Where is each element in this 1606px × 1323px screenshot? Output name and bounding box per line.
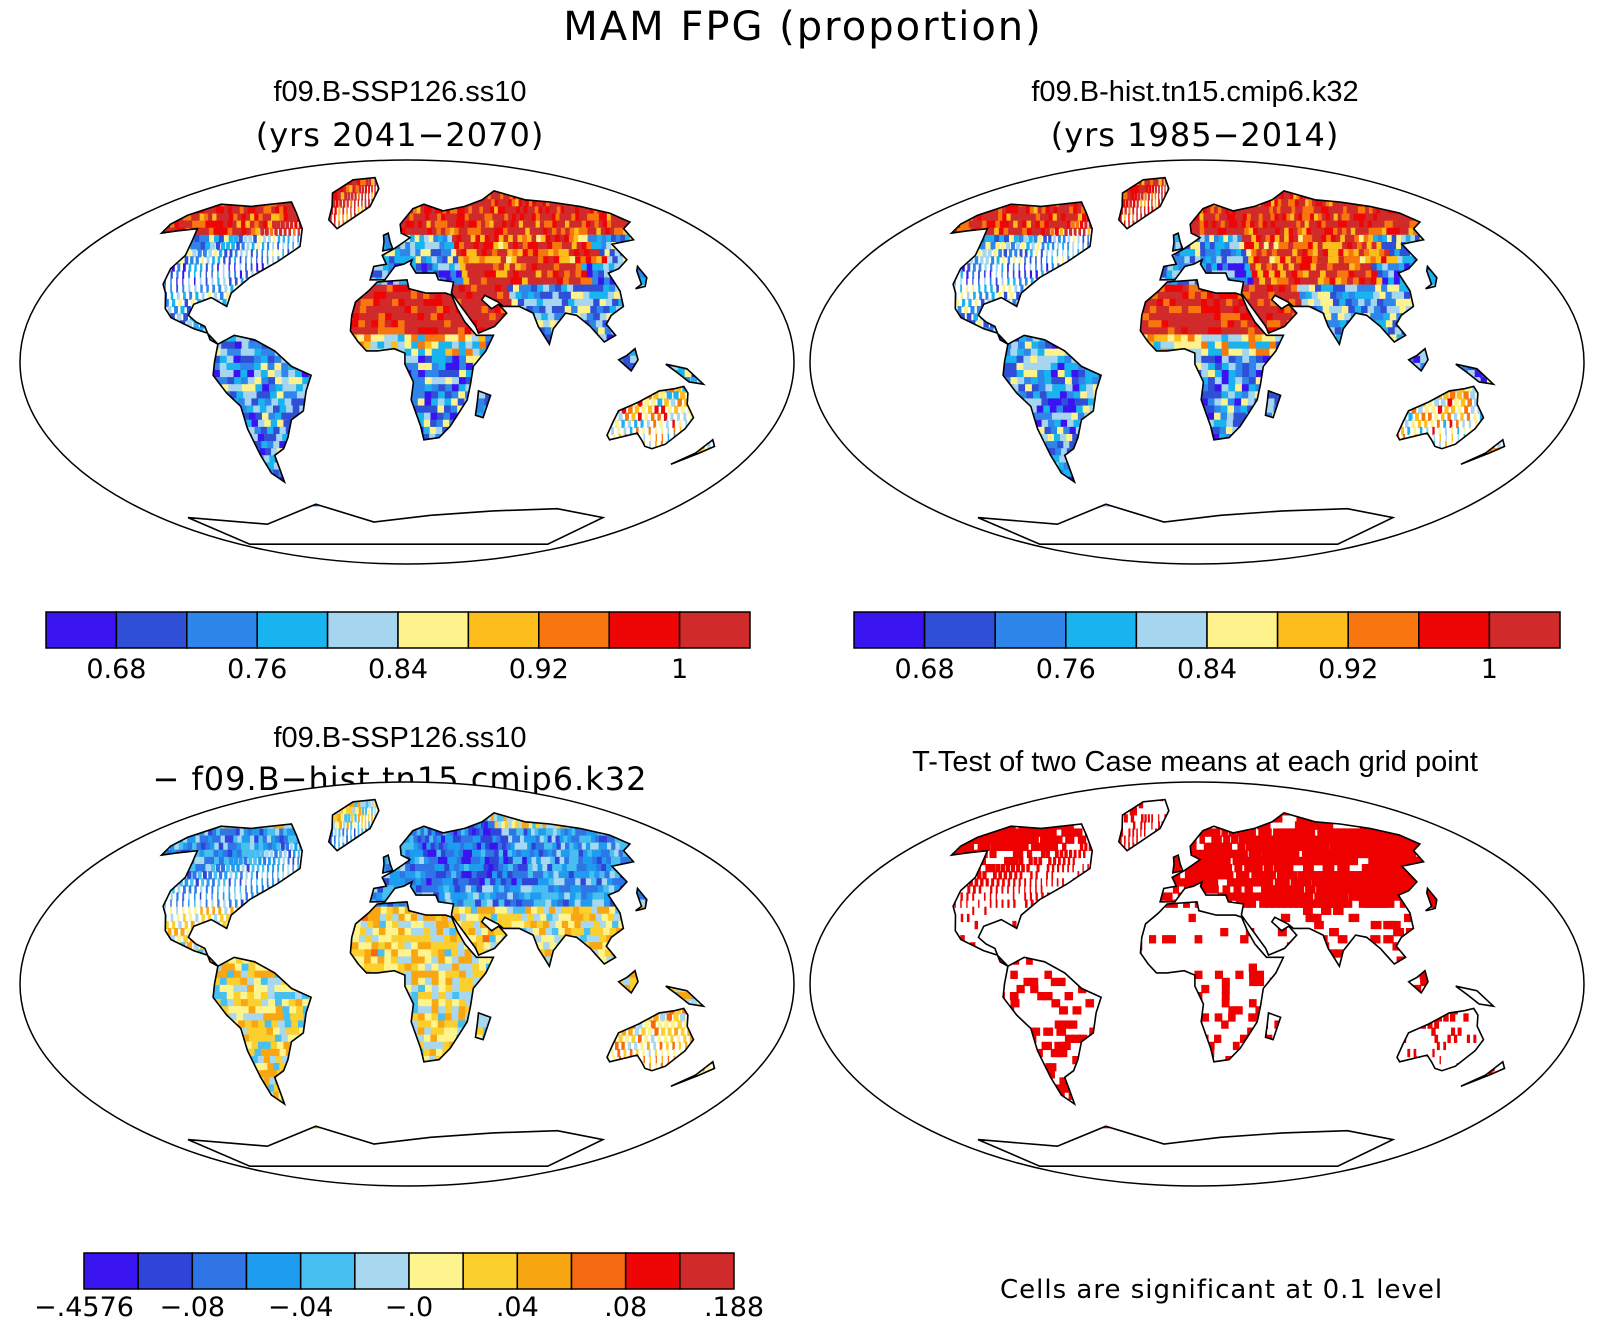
colorbar-difference-labels: −.4576 −.08 −.04 −.0 .04 .08 .188 <box>34 1292 764 1323</box>
significance-note: Cells are significant at 0.1 level <box>1000 1275 1444 1305</box>
colorbar-swatch <box>115 611 188 649</box>
colorbar-tick-label: 0.84 <box>1176 654 1238 685</box>
colorbar-swatch <box>570 1252 627 1290</box>
colorbar-swatch <box>678 611 751 649</box>
colorbar-tick-label: 0.68 <box>894 654 955 685</box>
colorbar-tick-label: .188 <box>703 1292 765 1323</box>
colorbar-future-labels: 0.68 0.76 0.84 0.92 1 <box>46 654 750 690</box>
colorbar-swatch <box>538 611 610 649</box>
colorbar-tick-label: .08 <box>604 1292 648 1323</box>
colorbar-tick-label: 0.76 <box>227 654 288 685</box>
colorbar-tick-label: 0.68 <box>86 654 147 685</box>
colorbar-tick-label: −.4576 <box>34 1292 134 1323</box>
colorbar-future <box>45 611 751 649</box>
colorbar-swatch <box>45 611 118 649</box>
colorbar-tick-label: −.0 <box>384 1292 434 1323</box>
colorbar-swatch <box>1418 611 1491 649</box>
colorbar-swatch <box>1065 611 1138 649</box>
colorbar-swatch <box>679 1252 735 1290</box>
colorbar-tick-label: 1 <box>671 654 689 685</box>
colorbar-tick-label: 1 <box>1480 654 1498 685</box>
colorbar-swatch <box>397 611 470 649</box>
colorbar-swatch <box>923 611 996 649</box>
map-hist <box>809 159 1585 565</box>
coastline <box>159 798 716 1167</box>
colorbar-swatch <box>191 1252 248 1290</box>
colorbar-tick-label: 0.92 <box>1318 654 1379 685</box>
colorbar-swatch <box>994 611 1067 649</box>
colorbar-swatch <box>1276 611 1349 649</box>
panel-title-ttest: T-Test of two Case means at each grid po… <box>912 746 1478 778</box>
colorbar-swatch <box>408 1252 464 1290</box>
map-boundary <box>809 781 1585 1187</box>
colorbar-swatch <box>83 1252 139 1290</box>
colorbar-swatch <box>245 1252 302 1290</box>
colorbar-swatch <box>516 1252 573 1290</box>
colorbar-swatch <box>137 1252 194 1290</box>
coastline <box>159 176 716 545</box>
colorbar-tick-label: .04 <box>495 1292 539 1323</box>
colorbar-swatch <box>608 611 681 649</box>
panel-subtitle-future: (yrs 2041−2070) <box>255 116 545 154</box>
coastline <box>949 798 1506 1167</box>
coastline <box>949 176 1506 545</box>
colorbar-hist <box>853 611 1561 649</box>
colorbar-tick-label: 0.76 <box>1035 654 1096 685</box>
colorbar-swatch <box>354 1252 410 1290</box>
colorbar-tick-label: −.08 <box>159 1292 226 1323</box>
colorbar-tick-label: −.04 <box>267 1292 334 1323</box>
panel-title-future: f09.B-SSP126.ss10 <box>273 76 527 108</box>
map-ttest <box>809 781 1585 1187</box>
colorbar-swatch <box>1488 611 1561 649</box>
colorbar-tick-label: 0.84 <box>367 654 429 685</box>
colorbar-swatch <box>1135 611 1208 649</box>
colorbar-swatch <box>326 611 399 649</box>
colorbar-swatch <box>1206 611 1279 649</box>
map-difference <box>19 781 795 1187</box>
colorbar-hist-labels: 0.68 0.76 0.84 0.92 1 <box>854 654 1560 690</box>
colorbar-swatch <box>1347 611 1420 649</box>
colorbar-swatch <box>467 611 540 649</box>
colorbar-swatch <box>462 1252 519 1290</box>
figure-title: MAM FPG (proportion) <box>563 4 1043 50</box>
panel-title-diff: f09.B-SSP126.ss10 <box>273 722 527 754</box>
panel-title-hist: f09.B-hist.tn15.cmip6.k32 <box>1031 76 1359 108</box>
colorbar-difference <box>83 1252 735 1290</box>
colorbar-tick-label: 0.92 <box>508 654 569 685</box>
colorbar-swatch <box>186 611 258 649</box>
map-future <box>19 159 795 565</box>
colorbar-swatch <box>853 611 926 649</box>
colorbar-swatch <box>256 611 329 649</box>
colorbar-swatch <box>624 1252 681 1290</box>
colorbar-swatch <box>299 1252 356 1290</box>
panel-subtitle-hist: (yrs 1985−2014) <box>1050 116 1340 154</box>
